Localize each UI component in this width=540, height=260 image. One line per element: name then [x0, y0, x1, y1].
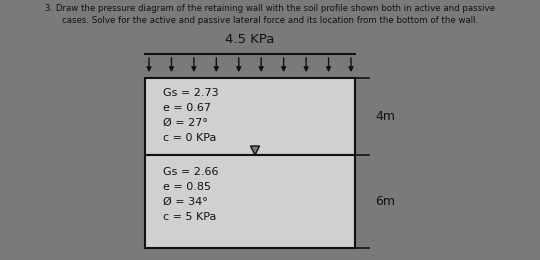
Text: Gs = 2.66: Gs = 2.66	[163, 167, 219, 177]
Polygon shape	[251, 146, 260, 155]
Text: 4.5 KPa: 4.5 KPa	[225, 33, 275, 46]
Bar	[145, 155, 355, 248]
Bar	[145, 78, 355, 155]
Text: 4m: 4m	[375, 110, 395, 123]
Text: 6m: 6m	[375, 195, 395, 208]
Text: Ø = 34°: Ø = 34°	[163, 197, 208, 207]
Text: c = 0 KPa: c = 0 KPa	[163, 133, 217, 143]
Text: e = 0.85: e = 0.85	[163, 182, 211, 192]
Text: Ø = 27°: Ø = 27°	[163, 118, 208, 128]
Text: c = 5 KPa: c = 5 KPa	[163, 212, 217, 222]
Text: Gs = 2.73: Gs = 2.73	[163, 88, 219, 98]
Text: 3. Draw the pressure diagram of the retaining wall with the soil profile shown b: 3. Draw the pressure diagram of the reta…	[45, 4, 495, 25]
Text: e = 0.67: e = 0.67	[163, 103, 211, 113]
